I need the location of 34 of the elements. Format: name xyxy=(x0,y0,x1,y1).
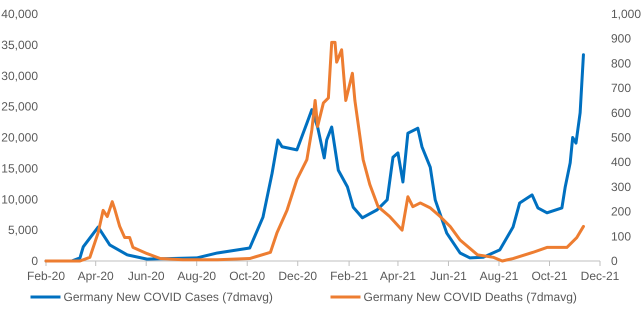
y-tick-label: 30,000 xyxy=(1,68,38,83)
x-tick-label: Oct-21 xyxy=(531,269,568,283)
x-tick-label: Oct-20 xyxy=(229,269,266,283)
x-tick-label: Jun-20 xyxy=(128,269,165,283)
y-tick-label: 35,000 xyxy=(1,38,38,52)
y-tick-label: 10,000 xyxy=(1,192,38,206)
x-tick-label: Apr-21 xyxy=(380,269,416,283)
y2-tick-label: 800 xyxy=(611,56,632,70)
y-tick-label: 40,000 xyxy=(1,7,38,21)
y2-tick-label: 900 xyxy=(611,32,632,46)
y-tick-label: 5,000 xyxy=(8,223,38,238)
x-tick-label: Aug-20 xyxy=(177,269,216,283)
y2-tick-label: 600 xyxy=(611,106,632,120)
y-tick-label: 0 xyxy=(31,254,38,268)
x-tick-label: Apr-20 xyxy=(78,269,114,283)
y2-tick-label: 400 xyxy=(611,155,632,170)
legend-label: Germany New COVID Deaths (7dmavg) xyxy=(364,290,577,304)
y-tick-label: 15,000 xyxy=(1,161,38,176)
y2-tick-label: 200 xyxy=(611,204,632,219)
x-tick-label: Feb-21 xyxy=(330,269,368,283)
y-tick-label: 20,000 xyxy=(1,130,38,144)
x-tick-label: Feb-20 xyxy=(26,269,66,283)
y2-tick-label: 100 xyxy=(611,229,632,244)
x-tick-label: Aug-21 xyxy=(480,269,519,283)
x-tick-label: Jun-21 xyxy=(430,269,468,283)
y2-tick-label: 700 xyxy=(611,81,632,96)
y-tick-label: 25,000 xyxy=(1,100,38,114)
y2-tick-label: 300 xyxy=(611,180,632,194)
y2-tick-label: 1,000 xyxy=(611,7,641,21)
x-tick-label: Dec-21 xyxy=(580,269,620,283)
y2-tick-label: 0 xyxy=(611,254,618,268)
y2-tick-label: 500 xyxy=(611,130,632,144)
legend-label: Germany New COVID Cases (7dmavg) xyxy=(64,290,273,304)
x-tick-label: Dec-20 xyxy=(278,269,318,283)
